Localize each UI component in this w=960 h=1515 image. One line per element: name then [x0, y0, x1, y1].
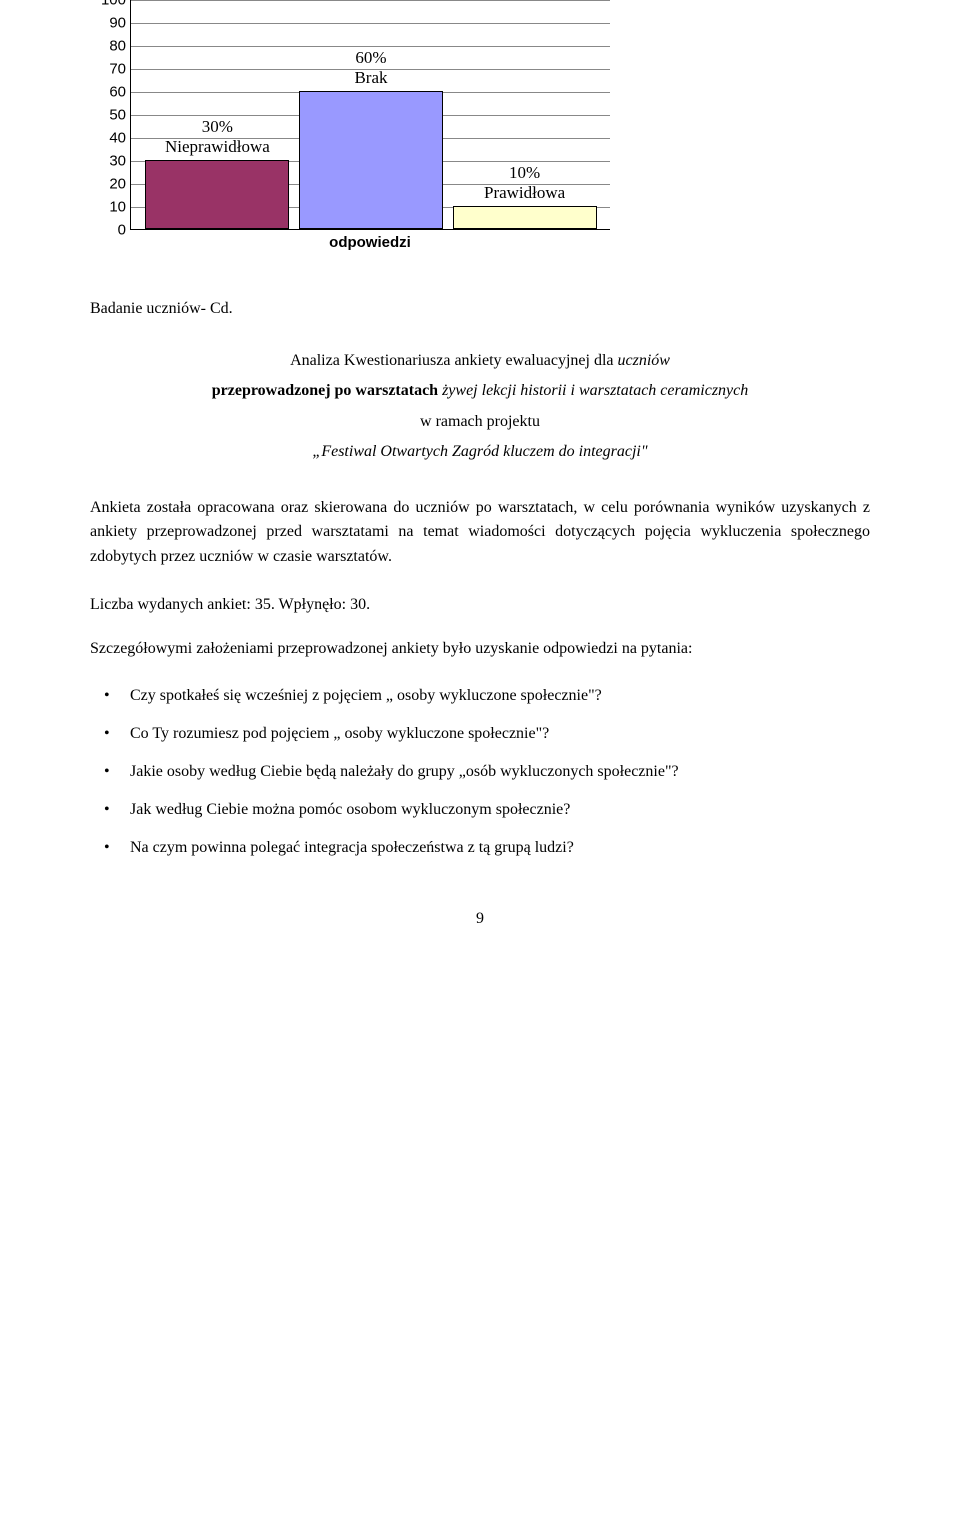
chart-x-axis-title: odpowiedzi — [130, 234, 610, 251]
chart-bar-label: 10%Prawidłowa — [454, 163, 596, 204]
chart-bar: 30%Nieprawidłowa — [145, 160, 289, 229]
chart-y-tick: 70 — [109, 61, 126, 78]
paragraph-intro-questions: Szczegółowymi założeniami przeprowadzone… — [90, 640, 870, 658]
list-item: Co Ty rozumiesz pod pojęciem „ osoby wyk… — [104, 722, 870, 746]
chart-bar: 10%Prawidłowa — [453, 206, 597, 229]
chart-gridline — [131, 23, 610, 24]
chart-y-tick: 0 — [118, 222, 126, 239]
analysis-line1-pre: Analiza Kwestionariusza ankiety ewaluacy… — [290, 352, 617, 369]
chart-y-tick: 30 — [109, 153, 126, 170]
analysis-line2-bold: przeprowadzonej po warsztatach — [212, 382, 438, 399]
chart-bar-label: 30%Nieprawidłowa — [146, 117, 288, 158]
section-title: Badanie uczniów- Cd. — [90, 300, 870, 318]
question-list: Czy spotkałeś się wcześniej z pojęciem „… — [104, 684, 870, 860]
list-item: Jak według Ciebie można pomóc osobom wyk… — [104, 798, 870, 822]
analysis-line-1: Analiza Kwestionariusza ankiety ewaluacy… — [90, 346, 870, 376]
analysis-line1-em: uczniów — [617, 352, 669, 369]
chart-y-tick: 40 — [109, 130, 126, 147]
paragraph-description: Ankieta została opracowana oraz skierowa… — [90, 496, 870, 570]
chart-gridline — [131, 46, 610, 47]
chart-bar: 60%Brak — [299, 91, 443, 229]
analysis-heading-block: Analiza Kwestionariusza ankiety ewaluacy… — [90, 346, 870, 468]
list-item: Czy spotkałeś się wcześniej z pojęciem „… — [104, 684, 870, 708]
chart-y-tick: 60 — [109, 84, 126, 101]
analysis-line-3: w ramach projektu — [90, 407, 870, 437]
analysis-line-4: „Festiwal Otwartych Zagród kluczem do in… — [90, 437, 870, 467]
chart-y-axis: 0102030405060708090100 — [90, 0, 130, 230]
analysis-line2-rest: żywej lekcji historii i warsztatach cera… — [438, 382, 748, 399]
stats-line: Liczba wydanych ankiet: 35. Wpłynęło: 30… — [90, 596, 870, 614]
page-number: 9 — [90, 910, 870, 928]
chart-y-tick: 100 — [101, 0, 126, 9]
list-item: Na czym powinna polegać integracja społe… — [104, 836, 870, 860]
list-item: Jakie osoby według Ciebie będą należały … — [104, 760, 870, 784]
chart-y-tick: 10 — [109, 199, 126, 216]
chart-bar-label: 60%Brak — [300, 48, 442, 89]
analysis-line-2: przeprowadzonej po warsztatach żywej lek… — [90, 376, 870, 406]
chart-y-tick: 80 — [109, 38, 126, 55]
chart-y-tick: 90 — [109, 15, 126, 32]
bar-chart: 0102030405060708090100 30%Nieprawidłowa6… — [90, 0, 650, 260]
chart-y-tick: 20 — [109, 176, 126, 193]
chart-gridline — [131, 0, 610, 1]
chart-plot-area: 30%Nieprawidłowa60%Brak10%Prawidłowa — [130, 0, 610, 230]
chart-y-tick: 50 — [109, 107, 126, 124]
